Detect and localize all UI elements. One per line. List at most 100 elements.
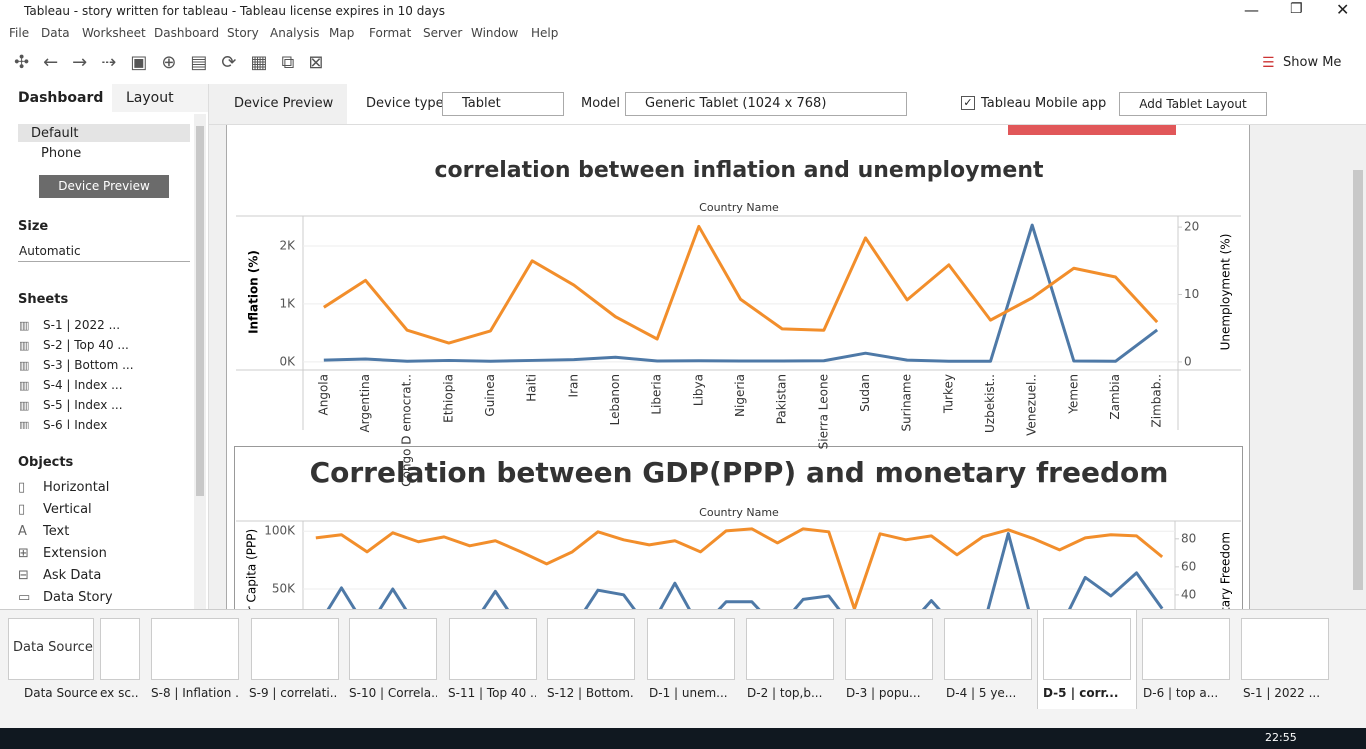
value[interactable]: Tablet bbox=[462, 96, 501, 111]
object-item[interactable]: Text bbox=[43, 524, 70, 539]
sheet-item[interactable]: S-4 | Index ... bbox=[43, 378, 123, 392]
sheet-thumb[interactable] bbox=[1142, 618, 1230, 680]
device-default[interactable]: Default bbox=[18, 124, 190, 142]
status-bar bbox=[0, 709, 1366, 728]
sheet-thumb[interactable] bbox=[647, 618, 735, 680]
sheet-item[interactable]: S-5 | Index ... bbox=[43, 398, 123, 412]
menu-item[interactable]: Window bbox=[471, 26, 519, 40]
sheet-thumb[interactable] bbox=[845, 618, 933, 680]
x-tick-label: Iran bbox=[566, 374, 580, 397]
sheet-tab[interactable]: S-11 | Top 40 ... bbox=[448, 686, 536, 700]
object-icon[interactable]: ▯ bbox=[18, 502, 26, 517]
sheet-icon[interactable]: ▥ bbox=[19, 399, 30, 412]
object-icon[interactable]: A bbox=[18, 524, 27, 539]
minimize[interactable]: — bbox=[1244, 1, 1259, 19]
sheet-icon[interactable]: ▥ bbox=[19, 379, 30, 392]
scrollbar[interactable] bbox=[194, 114, 206, 609]
label[interactable]: Tableau Mobile app bbox=[981, 96, 1107, 111]
sheet-tab[interactable]: D-2 | top,b... bbox=[747, 686, 823, 700]
sheet-thumb[interactable] bbox=[746, 618, 834, 680]
sheet-item[interactable]: S-3 | Bottom ... bbox=[43, 358, 134, 372]
sheet-icon[interactable]: ▥ bbox=[19, 419, 30, 429]
sheet-thumb[interactable] bbox=[1241, 618, 1329, 680]
tab[interactable]: Dashboard bbox=[0, 84, 112, 114]
data-source-thumb[interactable]: Data Source bbox=[8, 618, 94, 680]
sheet-tab[interactable]: ex sc... bbox=[100, 686, 138, 700]
divider bbox=[18, 261, 190, 262]
size-value[interactable]: Automatic bbox=[19, 244, 81, 258]
y2-tick-label: 60 bbox=[1181, 559, 1196, 573]
device-label[interactable]: Phone bbox=[41, 146, 82, 161]
value[interactable]: Generic Tablet (1024 x 768) bbox=[645, 96, 827, 111]
sheet-thumb[interactable] bbox=[251, 618, 339, 680]
sheet-item[interactable]: S-1 | 2022 ... bbox=[43, 318, 121, 332]
sheet-tab[interactable]: S-10 | Correla... bbox=[349, 686, 437, 700]
thumb-label[interactable]: Data Source bbox=[13, 640, 93, 655]
menu-item[interactable]: Server bbox=[423, 26, 463, 40]
object-icon[interactable]: ⊞ bbox=[18, 546, 29, 561]
sheet-tab[interactable]: S-1 | 2022 ... bbox=[1243, 686, 1321, 700]
device-label[interactable]: Default bbox=[31, 126, 79, 141]
sheet-tab[interactable]: Data Source bbox=[24, 686, 98, 700]
x-tick-label: Yemen bbox=[1066, 374, 1080, 415]
sheet-item[interactable]: S-6 | Index bbox=[43, 418, 108, 429]
tab-label[interactable]: Layout bbox=[126, 90, 174, 106]
device-type-select[interactable]: Tablet bbox=[442, 92, 564, 116]
sheet-tab[interactable]: D-6 | top a... bbox=[1143, 686, 1219, 700]
device-preview-button[interactable]: Device Preview bbox=[39, 175, 169, 198]
object-item[interactable]: Horizontal bbox=[43, 480, 110, 495]
tab-label[interactable]: Dashboard bbox=[18, 90, 104, 106]
sheet-tab[interactable]: D-3 | popu... bbox=[846, 686, 921, 700]
sheet-tab[interactable]: D-1 | unem... bbox=[649, 686, 728, 700]
menu-item[interactable]: Data bbox=[41, 26, 70, 40]
object-icon[interactable]: ▯ bbox=[18, 480, 26, 495]
sheet-thumb[interactable] bbox=[349, 618, 437, 680]
sheet-icon[interactable]: ▥ bbox=[19, 339, 30, 352]
sheet-item[interactable]: S-2 | Top 40 ... bbox=[43, 338, 129, 352]
sheet-thumb[interactable] bbox=[547, 618, 635, 680]
scroll-thumb[interactable] bbox=[1353, 170, 1363, 590]
sheet-thumb[interactable] bbox=[100, 618, 140, 680]
model-select[interactable]: Generic Tablet (1024 x 768) bbox=[625, 92, 907, 116]
menu-item[interactable]: Format bbox=[369, 26, 412, 40]
checkbox[interactable]: ✓ bbox=[961, 96, 975, 110]
object-item[interactable]: Extension bbox=[43, 546, 107, 561]
sheet-thumb[interactable] bbox=[1043, 618, 1131, 680]
x-tick-label: Pakistan bbox=[775, 374, 789, 424]
menu-item[interactable]: Dashboard bbox=[154, 26, 220, 40]
sheet-tab[interactable]: S-8 | Inflation ... bbox=[151, 686, 239, 700]
sheet-thumb[interactable] bbox=[151, 618, 239, 680]
x-tick-label: Suriname bbox=[900, 374, 914, 432]
sheet-tab[interactable]: S-9 | correlati... bbox=[249, 686, 337, 700]
menu-item[interactable]: Story bbox=[227, 26, 259, 40]
menu-item[interactable]: Analysis bbox=[270, 26, 320, 40]
sheet-tab[interactable]: S-12 | Bottom... bbox=[547, 686, 635, 700]
clock: 22:55 bbox=[1265, 731, 1297, 744]
y-tick-label: 1K bbox=[279, 296, 296, 310]
sheet-thumb[interactable] bbox=[449, 618, 537, 680]
menu-item[interactable]: File bbox=[9, 26, 30, 40]
show-me[interactable]: Show Me bbox=[1283, 55, 1342, 70]
sheet-tab[interactable]: D-5 | corr... bbox=[1043, 686, 1119, 700]
menu-item[interactable]: Help bbox=[531, 26, 559, 40]
sheet-tab[interactable]: D-4 | 5 ye... bbox=[946, 686, 1017, 700]
object-icon[interactable]: ▭ bbox=[18, 590, 31, 605]
show-me-icon[interactable]: ☰ bbox=[1262, 55, 1275, 71]
object-item[interactable]: Ask Data bbox=[43, 568, 102, 583]
object-icon[interactable]: ⊟ bbox=[18, 568, 29, 583]
menu-item[interactable]: Worksheet bbox=[82, 26, 146, 40]
close[interactable]: ✕ bbox=[1336, 0, 1350, 19]
toolbar-icons[interactable]: ✣←→⇢▣⊕▤⟳▦⧉⊠ bbox=[14, 52, 338, 73]
sheet-icon[interactable]: ▥ bbox=[19, 319, 30, 332]
tab[interactable]: Layout bbox=[112, 84, 208, 112]
x-tick-label: Guinea bbox=[483, 374, 497, 417]
sheet-icon[interactable]: ▥ bbox=[19, 359, 30, 372]
menu-item[interactable]: Map bbox=[329, 26, 355, 40]
object-item[interactable]: Data Story bbox=[43, 590, 113, 605]
sheet-thumb[interactable] bbox=[944, 618, 1032, 680]
add-layout-button[interactable]: Add Tablet Layout bbox=[1119, 92, 1267, 116]
restore[interactable]: ❐ bbox=[1290, 1, 1303, 17]
scroll-thumb[interactable] bbox=[196, 126, 204, 496]
scrollbar[interactable] bbox=[1350, 125, 1366, 609]
object-item[interactable]: Vertical bbox=[43, 502, 92, 517]
